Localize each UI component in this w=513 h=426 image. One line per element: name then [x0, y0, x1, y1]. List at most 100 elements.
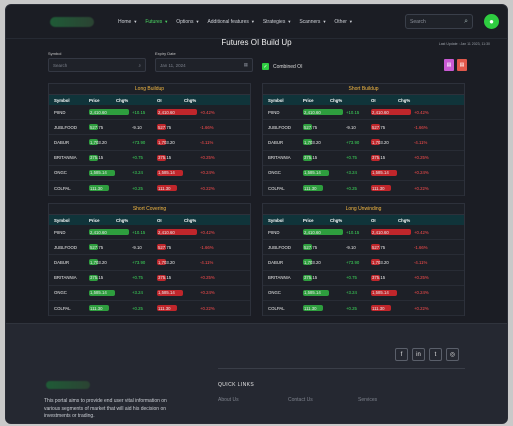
- symbol-cell[interactable]: ONGC: [54, 170, 67, 176]
- site-logo[interactable]: [50, 16, 94, 27]
- table-row[interactable]: BRITANNIA 375.15 +0.75 375.15 +0.25%: [49, 151, 250, 166]
- price-cell: 111.30: [303, 305, 330, 312]
- user-avatar-icon[interactable]: ●: [484, 14, 499, 29]
- oi-bar: [371, 185, 391, 192]
- table-row[interactable]: JUBLFOOD 527.75 -9.10 527.75 -1.66%: [49, 120, 250, 136]
- symbol-cell[interactable]: PIIND: [54, 229, 66, 235]
- col-header[interactable]: OI: [371, 97, 376, 103]
- col-header[interactable]: OI: [157, 217, 162, 223]
- table-row[interactable]: PIIND 2,410.60 +10.15 2,410.60 +0.42%: [49, 225, 250, 241]
- oi-value: 527.75: [372, 124, 386, 130]
- col-header[interactable]: Price: [303, 97, 314, 103]
- symbol-cell[interactable]: COLPAL: [54, 305, 71, 311]
- table-row[interactable]: COLPAL 111.30 +0.25 111.30 +0.22%: [263, 301, 464, 317]
- table-row[interactable]: COLPAL 111.30 +0.25 111.30 +0.22%: [49, 301, 250, 317]
- col-header[interactable]: Chg%: [398, 217, 411, 223]
- table-row[interactable]: ONGC 1,585.14 +3.24 1,585.14 +0.24%: [263, 286, 464, 301]
- col-header[interactable]: Chg%: [116, 97, 129, 103]
- col-header[interactable]: Price: [303, 217, 314, 223]
- combined-oi-toggle[interactable]: ✓ Combined OI: [262, 63, 302, 70]
- symbol-cell[interactable]: PIIND: [268, 229, 280, 235]
- price-bar: [89, 124, 98, 131]
- instagram-icon[interactable]: ◎: [446, 348, 459, 361]
- table-row[interactable]: DABUR 1,703.20 +73.90 1,703.20 -4.11%: [49, 135, 250, 151]
- symbol-cell[interactable]: DABUR: [268, 139, 284, 145]
- symbol-cell[interactable]: DABUR: [54, 139, 70, 145]
- col-header[interactable]: Chg%: [398, 97, 411, 103]
- col-header[interactable]: Chg%: [116, 217, 129, 223]
- symbol-cell[interactable]: BRITANNIA: [54, 155, 77, 161]
- table-row[interactable]: PIIND 2,410.60 +10.15 2,410.60 +0.42%: [49, 105, 250, 121]
- col-header[interactable]: Symbol: [268, 217, 284, 223]
- linkedin-icon[interactable]: in: [412, 348, 425, 361]
- twitter-icon[interactable]: t: [429, 348, 442, 361]
- symbol-cell[interactable]: PIIND: [268, 109, 280, 115]
- table-row[interactable]: ONGC 1,585.14 +3.24 1,585.14 +0.24%: [49, 166, 250, 181]
- table-row[interactable]: JUBLFOOD 527.75 -9.10 527.75 -1.66%: [263, 120, 464, 136]
- table-row[interactable]: COLPAL 111.30 +0.25 111.30 +0.22%: [263, 181, 464, 197]
- expiry-date-picker[interactable]: Jan 11, 2024 ▦: [155, 58, 253, 72]
- col-header[interactable]: Symbol: [54, 97, 70, 103]
- footer-link-about[interactable]: About Us: [218, 397, 239, 403]
- col-header[interactable]: Symbol: [54, 217, 70, 223]
- table-row[interactable]: DABUR 1,703.20 +73.90 1,703.20 -4.11%: [263, 135, 464, 151]
- symbol-cell[interactable]: PIIND: [54, 109, 66, 115]
- table-row[interactable]: DABUR 1,703.20 +73.90 1,703.20 -4.11%: [49, 255, 250, 271]
- table-row[interactable]: PIIND 2,410.60 +10.15 2,410.60 +0.42%: [263, 225, 464, 241]
- table-row[interactable]: ONGC 1,585.14 +3.24 1,585.14 +0.24%: [263, 166, 464, 181]
- table-row[interactable]: PIIND 2,410.60 +10.15 2,410.60 +0.42%: [263, 105, 464, 121]
- table-row[interactable]: COLPAL 111.30 +0.25 111.30 +0.22%: [49, 181, 250, 197]
- symbol-cell[interactable]: ONGC: [268, 290, 281, 296]
- symbol-cell[interactable]: COLPAL: [268, 305, 285, 311]
- checkbox-checked-icon[interactable]: ✓: [262, 63, 269, 70]
- symbol-cell[interactable]: JUBLFOOD: [54, 244, 77, 250]
- symbol-cell[interactable]: JUBLFOOD: [54, 124, 77, 130]
- table-row[interactable]: BRITANNIA 375.15 +0.75 375.15 +0.25%: [263, 151, 464, 166]
- symbol-cell[interactable]: ONGC: [268, 170, 281, 176]
- facebook-icon[interactable]: f: [395, 348, 408, 361]
- export-excel-icon[interactable]: ▤: [457, 59, 467, 71]
- export-pdf-icon[interactable]: ▤: [444, 59, 454, 71]
- col-header[interactable]: OI: [157, 97, 162, 103]
- table-row[interactable]: DABUR 1,703.20 +73.90 1,703.20 -4.11%: [263, 255, 464, 271]
- col-header[interactable]: Chg%: [330, 217, 343, 223]
- symbol-cell[interactable]: COLPAL: [54, 185, 71, 191]
- symbol-cell[interactable]: BRITANNIA: [268, 155, 291, 161]
- footer-link-services[interactable]: Services: [358, 397, 378, 403]
- nav-home[interactable]: Home ▼: [118, 19, 137, 25]
- symbol-cell[interactable]: BRITANNIA: [54, 275, 77, 281]
- symbol-cell[interactable]: JUBLFOOD: [268, 244, 291, 250]
- symbol-cell[interactable]: DABUR: [268, 259, 284, 265]
- footer-logo[interactable]: [46, 381, 90, 389]
- table-row[interactable]: BRITANNIA 375.15 +0.75 375.15 +0.25%: [263, 271, 464, 286]
- symbol-cell[interactable]: ONGC: [54, 290, 67, 296]
- nav-options[interactable]: Options ▼: [176, 19, 199, 25]
- symbol-cell[interactable]: BRITANNIA: [268, 275, 291, 281]
- col-header[interactable]: Chg%: [330, 97, 343, 103]
- nav-scanners[interactable]: Scanners ▼: [299, 19, 326, 25]
- price-bar: [303, 259, 312, 266]
- col-header[interactable]: Chg%: [184, 217, 197, 223]
- symbol-cell[interactable]: COLPAL: [268, 185, 285, 191]
- footer-link-contact[interactable]: Contact Us: [288, 397, 313, 403]
- nav-additional-features[interactable]: Additional features ▼: [207, 19, 254, 25]
- col-header[interactable]: OI: [371, 217, 376, 223]
- col-header[interactable]: Price: [89, 97, 100, 103]
- nav-search-input[interactable]: Search ⌕: [405, 14, 473, 29]
- nav-other[interactable]: Other ▼: [334, 19, 352, 25]
- table-row[interactable]: ONGC 1,585.14 +3.24 1,585.14 +0.24%: [49, 286, 250, 301]
- col-header[interactable]: Symbol: [268, 97, 284, 103]
- table-row[interactable]: JUBLFOOD 527.75 -9.10 527.75 -1.66%: [263, 240, 464, 256]
- table-row[interactable]: JUBLFOOD 527.75 -9.10 527.75 -1.66%: [49, 240, 250, 256]
- oi-cell: 1,585.14: [371, 289, 398, 296]
- symbol-cell[interactable]: DABUR: [54, 259, 70, 265]
- price-cell: 527.75: [89, 244, 116, 251]
- symbol-search-input[interactable]: Search ⌕: [48, 58, 146, 72]
- nav-futures[interactable]: Futures ▼: [145, 19, 168, 25]
- search-icon[interactable]: ⌕: [464, 17, 468, 25]
- col-header[interactable]: Chg%: [184, 97, 197, 103]
- symbol-cell[interactable]: JUBLFOOD: [268, 124, 291, 130]
- col-header[interactable]: Price: [89, 217, 100, 223]
- nav-strategies[interactable]: Strategies ▼: [263, 19, 291, 25]
- table-row[interactable]: BRITANNIA 375.15 +0.75 375.15 +0.25%: [49, 271, 250, 286]
